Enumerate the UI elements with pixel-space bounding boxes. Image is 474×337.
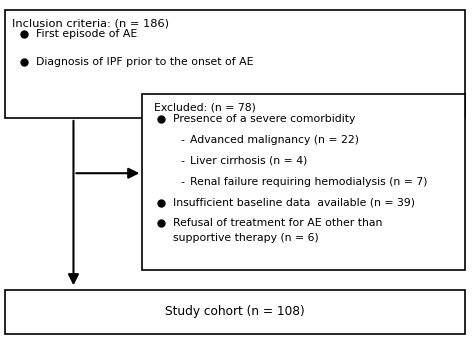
Text: First episode of AE: First episode of AE (36, 29, 137, 39)
Text: supportive therapy (n = 6): supportive therapy (n = 6) (173, 233, 319, 243)
Text: Advanced malignancy (n = 22): Advanced malignancy (n = 22) (190, 135, 359, 145)
Text: -: - (180, 156, 184, 166)
Text: -: - (180, 135, 184, 145)
Text: Liver cirrhosis (n = 4): Liver cirrhosis (n = 4) (190, 156, 307, 166)
FancyBboxPatch shape (142, 94, 465, 270)
Text: Refusal of treatment for AE other than: Refusal of treatment for AE other than (173, 218, 383, 228)
Text: Study cohort (n = 108): Study cohort (n = 108) (165, 305, 304, 318)
FancyBboxPatch shape (5, 10, 465, 118)
Text: Insufficient baseline data  available (n = 39): Insufficient baseline data available (n … (173, 197, 415, 208)
Text: Diagnosis of IPF prior to the onset of AE: Diagnosis of IPF prior to the onset of A… (36, 57, 253, 67)
FancyBboxPatch shape (5, 290, 465, 334)
Text: -: - (180, 177, 184, 187)
Text: Excluded: (n = 78): Excluded: (n = 78) (154, 103, 256, 113)
Text: Renal failure requiring hemodialysis (n = 7): Renal failure requiring hemodialysis (n … (190, 177, 427, 187)
Text: Presence of a severe comorbidity: Presence of a severe comorbidity (173, 114, 356, 124)
Text: Inclusion criteria: (n = 186): Inclusion criteria: (n = 186) (12, 19, 169, 29)
